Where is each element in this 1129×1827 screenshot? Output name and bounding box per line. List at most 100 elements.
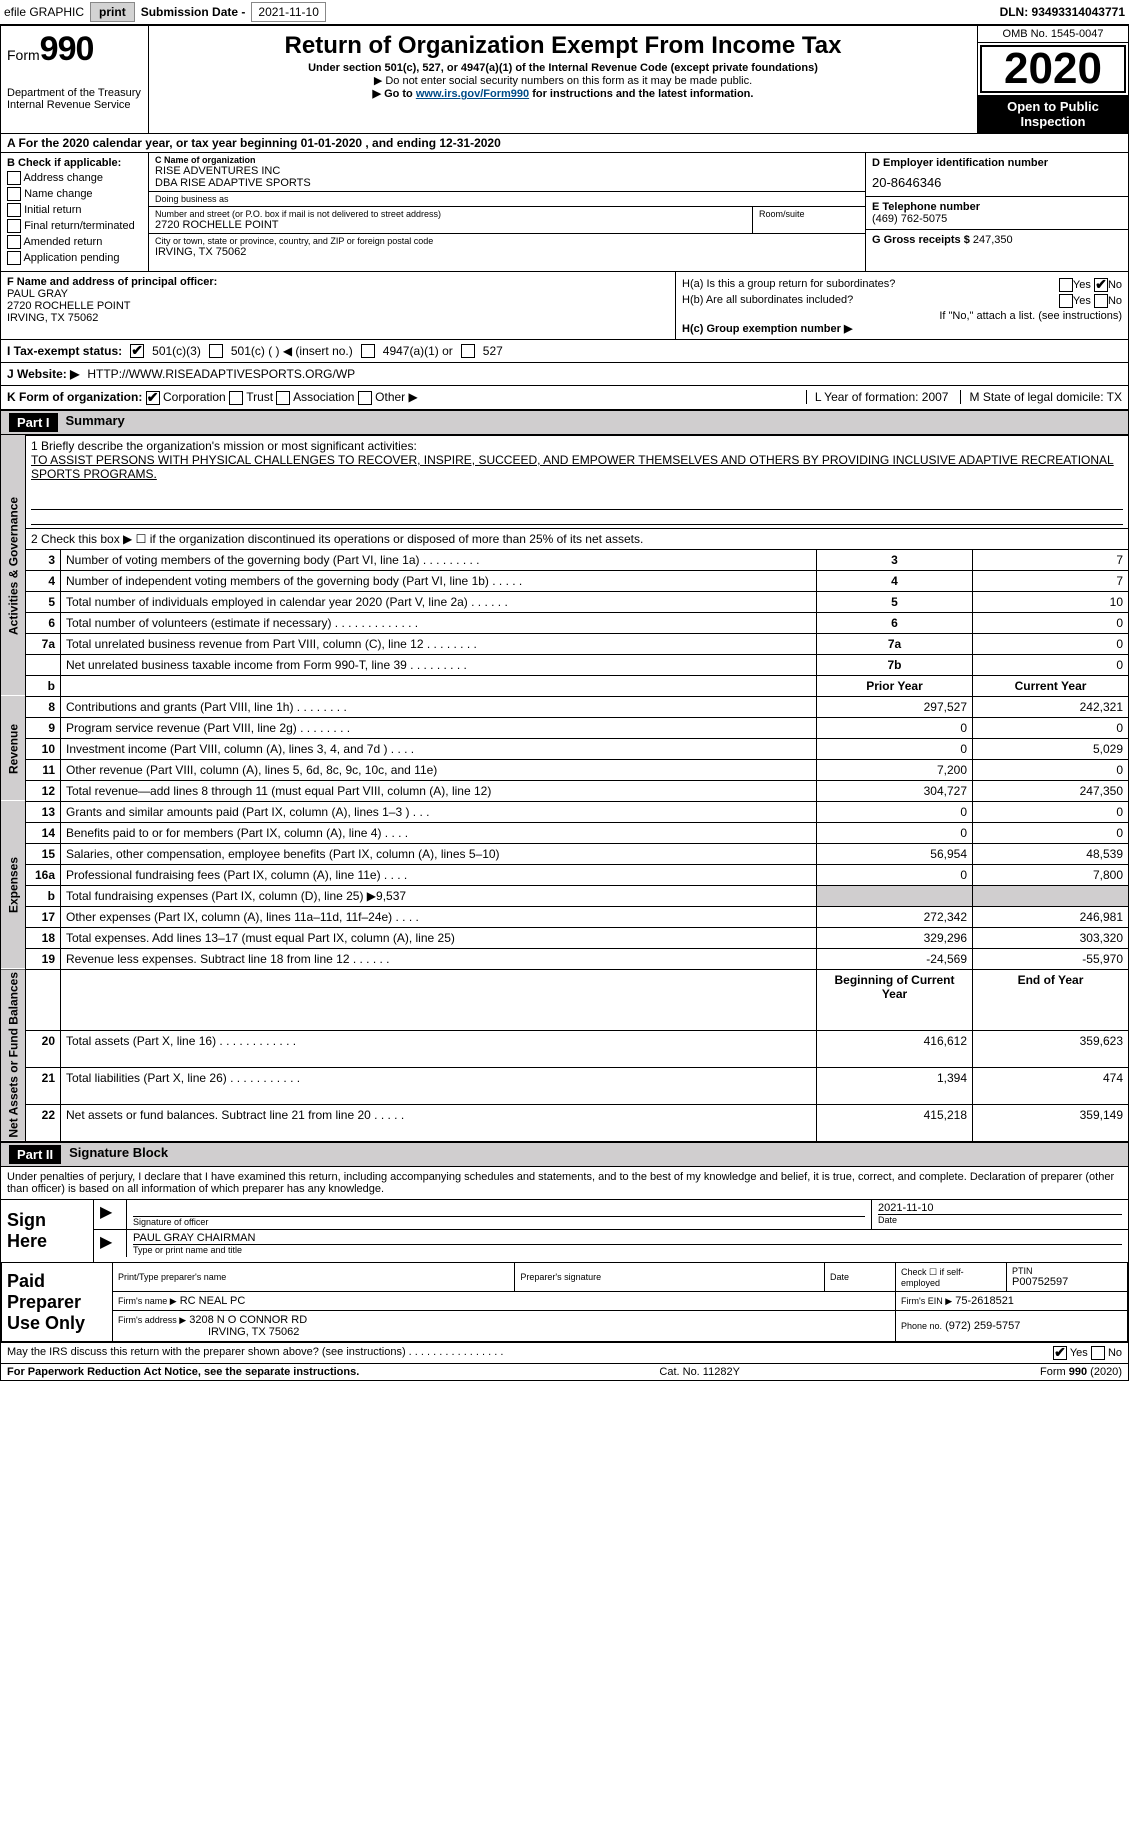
- form-subtitle: Under section 501(c), 527, or 4947(a)(1)…: [157, 62, 969, 74]
- sign-here-row: Sign Here ▶ Signature of officer 2021-11…: [1, 1199, 1128, 1262]
- n7b: [26, 654, 61, 675]
- addr-label: Number and street (or P.O. box if mail i…: [155, 209, 746, 219]
- declaration: Under penalties of perjury, I declare th…: [1, 1167, 1128, 1199]
- n3: 3: [26, 549, 61, 570]
- ed15: Salaries, other compensation, employee b…: [61, 843, 817, 864]
- lbl-address-change: Address change: [23, 172, 103, 184]
- header-mid: Return of Organization Exempt From Incom…: [149, 26, 978, 133]
- en15: 15: [26, 843, 61, 864]
- chk-name-change[interactable]: Name change: [7, 187, 142, 201]
- firm-phone-cell: Phone no. (972) 259-5757: [896, 1311, 1128, 1342]
- org-name-cell: C Name of organization RISE ADVENTURES I…: [149, 153, 865, 192]
- org-name: RISE ADVENTURES INC: [155, 165, 859, 177]
- en18: 18: [26, 927, 61, 948]
- ed16a: Professional fundraising fees (Part IX, …: [61, 864, 817, 885]
- ed17: Other expenses (Part IX, column (A), lin…: [61, 906, 817, 927]
- signature-block: Under penalties of perjury, I declare th…: [0, 1167, 1129, 1364]
- q1-text: TO ASSIST PERSONS WITH PHYSICAL CHALLENG…: [31, 453, 1123, 481]
- ep16a: 0: [817, 864, 973, 885]
- form-header: Form990 Department of the Treasury Inter…: [0, 25, 1129, 134]
- efile-label: efile GRAPHIC: [4, 5, 84, 19]
- chk-address-change[interactable]: Address change: [7, 171, 142, 185]
- chk-final-return[interactable]: Final return/terminated: [7, 219, 142, 233]
- chk-amended-return[interactable]: Amended return: [7, 235, 142, 249]
- rc11: 0: [973, 759, 1129, 780]
- form-no: Form 990 (2020): [1040, 1366, 1122, 1378]
- cat-no: Cat. No. 11282Y: [659, 1366, 740, 1378]
- ec16a: 7,800: [973, 864, 1129, 885]
- section-i: I Tax-exempt status: 501(c)(3) 501(c) ( …: [0, 340, 1129, 363]
- hb-yes: Yes: [1073, 295, 1091, 307]
- rp11: 7,200: [817, 759, 973, 780]
- chk-assoc[interactable]: [276, 391, 290, 405]
- chk-initial-return[interactable]: Initial return: [7, 203, 142, 217]
- dba-label: Doing business as: [155, 194, 859, 204]
- lbl-final-return: Final return/terminated: [24, 220, 135, 232]
- section-b: B Check if applicable: Address change Na…: [1, 153, 149, 271]
- opt-501c3: 501(c)(3): [152, 344, 201, 358]
- note-ssn: ▶ Do not enter social security numbers o…: [157, 74, 969, 87]
- rd8: Contributions and grants (Part VIII, lin…: [61, 696, 817, 717]
- ep19: -24,569: [817, 948, 973, 969]
- dba-cell: Doing business as: [149, 192, 865, 207]
- rn11: 11: [26, 759, 61, 780]
- city-cell: City or town, state or province, country…: [149, 234, 865, 260]
- chk-other[interactable]: [358, 391, 372, 405]
- np21: 1,394: [817, 1068, 973, 1105]
- ec18: 303,320: [973, 927, 1129, 948]
- v5: 10: [973, 591, 1129, 612]
- addr-row: Number and street (or P.O. box if mail i…: [149, 207, 865, 234]
- nn21: 21: [26, 1068, 61, 1105]
- ha-label: H(a) Is this a group return for subordin…: [682, 278, 895, 292]
- gross-value: 247,350: [973, 234, 1013, 246]
- h-c: H(c) Group exemption number ▶: [682, 322, 1122, 335]
- chk-501c3[interactable]: [130, 344, 144, 358]
- gov-row-3: 3Number of voting members of the governi…: [1, 549, 1129, 570]
- tax-year: 2020: [980, 45, 1126, 93]
- print-button[interactable]: print: [90, 2, 135, 22]
- irs-link[interactable]: www.irs.gov/Form990: [416, 88, 529, 100]
- n7a: 7a: [26, 633, 61, 654]
- b3: 3: [817, 549, 973, 570]
- col-headers-row: bPrior YearCurrent Year: [1, 675, 1129, 696]
- section-d: D Employer identification number 20-8646…: [866, 153, 1128, 271]
- note-link: ▶ Go to www.irs.gov/Form990 for instruct…: [157, 87, 969, 100]
- nn20: 20: [26, 1031, 61, 1068]
- rd12: Total revenue—add lines 8 through 11 (mu…: [61, 780, 817, 801]
- chk-corp[interactable]: [146, 391, 160, 405]
- lbl-amended-return: Amended return: [23, 236, 102, 248]
- d3: Number of voting members of the governin…: [61, 549, 817, 570]
- rc8: 242,321: [973, 696, 1129, 717]
- room-label: Room/suite: [759, 209, 859, 219]
- opt-other: Other ▶: [375, 390, 418, 404]
- b4: 4: [817, 570, 973, 591]
- arrow-icon-2: ▶: [94, 1230, 127, 1257]
- date-label: Date: [878, 1214, 1122, 1225]
- chk-501c[interactable]: [209, 344, 223, 358]
- form-prefix: Form: [7, 47, 40, 63]
- mission-line2: [31, 510, 1123, 525]
- d4: Number of independent voting members of …: [61, 570, 817, 591]
- discuss-no-chk[interactable]: [1091, 1346, 1105, 1360]
- firm-addr-cell: Firm's address ▶ 3208 N O CONNOR RDIRVIN…: [113, 1311, 896, 1342]
- h-a: H(a) Is this a group return for subordin…: [682, 278, 1122, 292]
- ep18: 329,296: [817, 927, 973, 948]
- discuss-yes-chk[interactable]: [1053, 1346, 1067, 1360]
- nd20: Total assets (Part X, line 16) . . . . .…: [61, 1031, 817, 1068]
- f-city: IRVING, TX 75062: [7, 312, 669, 324]
- chk-4947[interactable]: [361, 344, 375, 358]
- n4: 4: [26, 570, 61, 591]
- rp10: 0: [817, 738, 973, 759]
- part1-header: Part I Summary: [0, 410, 1129, 435]
- en19: 19: [26, 948, 61, 969]
- hb-no: No: [1108, 295, 1122, 307]
- chk-527[interactable]: [461, 344, 475, 358]
- sig-date: 2021-11-10: [878, 1202, 1122, 1214]
- chk-trust[interactable]: [229, 391, 243, 405]
- omb-number: OMB No. 1545-0047: [978, 26, 1128, 43]
- side-expenses: Expenses: [1, 801, 26, 969]
- chk-application-pending[interactable]: Application pending: [7, 251, 142, 265]
- ep15: 56,954: [817, 843, 973, 864]
- type-name-label: Type or print name and title: [133, 1244, 1122, 1255]
- en17: 17: [26, 906, 61, 927]
